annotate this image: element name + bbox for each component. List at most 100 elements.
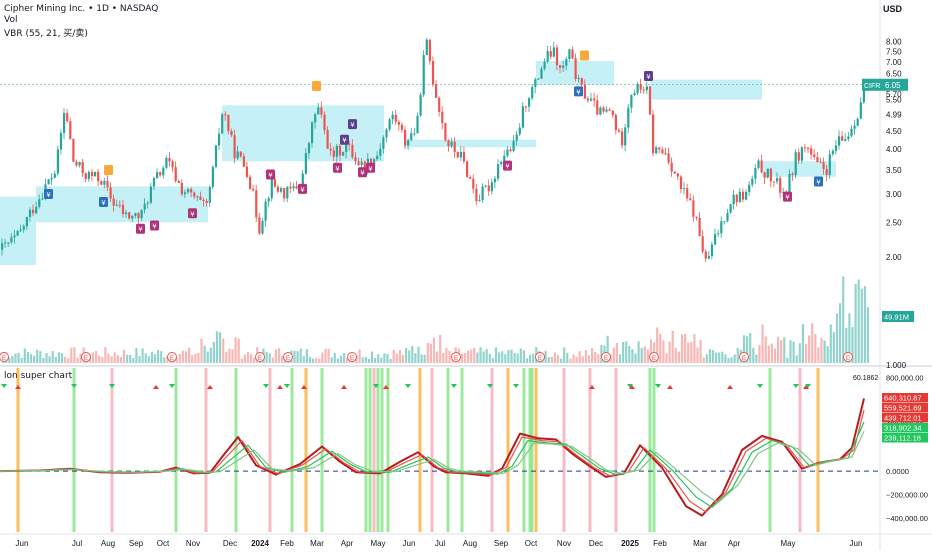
down-arrow-marker <box>805 384 811 388</box>
candle-body <box>314 114 317 123</box>
candle-body <box>143 203 146 210</box>
candle-body <box>590 98 593 101</box>
time-tick-label: Apr <box>341 539 354 548</box>
down-arrow-marker <box>451 384 457 388</box>
price-tick-label: 4.50 <box>886 127 902 136</box>
up-arrow-marker <box>301 385 307 389</box>
candle-body <box>416 115 419 134</box>
candle-body <box>453 141 456 152</box>
candle-body <box>196 196 199 198</box>
candle-body <box>475 188 478 202</box>
candle-body <box>580 78 583 85</box>
candle-body <box>1 243 4 250</box>
volume-bar <box>423 354 426 363</box>
volume-bar <box>727 357 730 363</box>
volume-bar <box>107 353 110 363</box>
candle-body <box>236 151 239 159</box>
price-tick-label: 6.50 <box>886 70 902 79</box>
oscillator-line <box>0 421 865 508</box>
indicator-value-text: 640,310.87 <box>884 394 922 403</box>
volume-bar <box>346 358 349 363</box>
volume-bar <box>777 336 780 363</box>
volume-bar <box>299 348 302 363</box>
oscillator-line <box>0 431 865 504</box>
candle-body <box>87 171 90 180</box>
signal-tag <box>136 223 145 234</box>
candle-body <box>850 128 853 137</box>
volume-bar <box>581 356 584 363</box>
indicator-corner-value: 60.1862 <box>853 375 878 382</box>
down-arrow-marker <box>109 384 115 388</box>
candle-body <box>94 171 97 177</box>
volume-bar <box>420 354 423 363</box>
candle-body <box>233 135 236 159</box>
volume-bar <box>529 354 532 363</box>
candle-body <box>466 161 469 178</box>
volume-bar <box>839 303 842 363</box>
volume-bar <box>649 339 653 363</box>
candle-body <box>385 129 388 138</box>
signal-tag-glyph: ¥ <box>646 73 651 81</box>
candle-body <box>190 189 193 193</box>
candle-body <box>741 191 745 200</box>
candle-body <box>348 143 351 145</box>
time-tick-label: Jun <box>850 539 863 548</box>
earnings-marker <box>81 352 91 362</box>
signal-tag-glyph: ¥ <box>300 186 305 194</box>
candle-body <box>168 157 171 162</box>
volume-bar <box>122 349 126 363</box>
volume-bar <box>212 341 215 363</box>
time-tick-label: 2025 <box>621 539 639 548</box>
indicator-value-tag <box>882 403 928 413</box>
zone-box <box>650 79 762 100</box>
candle-body <box>574 58 577 80</box>
candle-body <box>311 122 314 144</box>
candle-body <box>307 143 311 154</box>
volume-bar <box>374 357 377 363</box>
volume-bar <box>370 351 374 363</box>
volume-bar <box>237 338 240 363</box>
candle-body <box>242 156 245 167</box>
price-tick-label: 4.00 <box>886 145 902 154</box>
volume-bar <box>23 348 26 363</box>
volume-bar <box>470 349 473 363</box>
candle-body <box>90 171 94 177</box>
volume-bar <box>132 358 135 363</box>
pink-signal-band <box>430 368 434 532</box>
candle-body <box>214 145 218 167</box>
zone-box <box>36 186 208 223</box>
candle-body <box>115 204 118 206</box>
volume-bar <box>460 354 463 363</box>
up-arrow-marker <box>803 385 809 389</box>
volume-bar <box>126 354 129 363</box>
currency-label: USD <box>882 4 902 14</box>
volume-bar <box>467 350 470 363</box>
candle-body <box>444 123 447 141</box>
candle-body <box>84 173 87 180</box>
signal-tag-glyph: ¥ <box>190 210 195 218</box>
volume-bar <box>333 353 336 363</box>
volume-bar <box>302 356 305 363</box>
signal-tag-glyph: ¥ <box>505 163 510 171</box>
volume-bar <box>808 335 811 363</box>
signal-tag-glyph: ¥ <box>816 178 821 186</box>
candle-body <box>621 131 624 146</box>
up-arrow-marker <box>153 385 159 389</box>
volume-bar <box>594 351 597 363</box>
volume-bar <box>144 353 147 363</box>
volume-bar <box>268 353 271 363</box>
candle-body <box>450 141 453 147</box>
volume-bar <box>377 354 380 363</box>
candle-body <box>745 191 748 200</box>
candle-body <box>391 114 394 120</box>
candle-body <box>534 79 537 88</box>
candle-body <box>472 178 475 189</box>
zone-box <box>222 105 384 162</box>
candle-body <box>273 179 276 187</box>
volume-bar <box>367 358 370 363</box>
candle-body <box>779 178 782 193</box>
pink-signal-band <box>588 368 592 532</box>
candle-body <box>596 100 599 115</box>
